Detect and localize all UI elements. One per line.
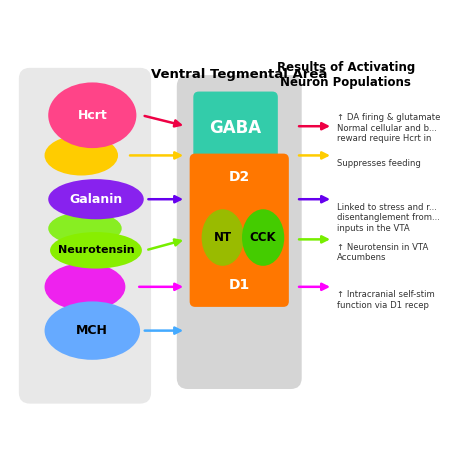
Ellipse shape <box>45 263 125 310</box>
FancyBboxPatch shape <box>177 75 301 389</box>
FancyBboxPatch shape <box>193 91 278 164</box>
Text: Hcrt: Hcrt <box>77 109 107 122</box>
Text: Ventral Tegmental Area: Ventral Tegmental Area <box>151 68 328 81</box>
Ellipse shape <box>45 136 118 175</box>
Text: D2: D2 <box>228 170 250 184</box>
Ellipse shape <box>48 179 144 219</box>
Text: MCH: MCH <box>76 324 108 337</box>
Text: GABA: GABA <box>210 119 262 137</box>
Ellipse shape <box>50 232 142 269</box>
Text: ↑ Intracranial self-stim
function via D1 recep: ↑ Intracranial self-stim function via D1… <box>337 291 435 310</box>
Text: Suppresses feeding: Suppresses feeding <box>337 159 421 168</box>
Ellipse shape <box>201 209 244 266</box>
Text: Galanin: Galanin <box>69 193 123 206</box>
Text: Linked to stress and r...
disentanglement from...
inputs in the VTA: Linked to stress and r... disentanglemen… <box>337 203 440 233</box>
Text: Results of Activating
Neuron Populations: Results of Activating Neuron Populations <box>277 61 415 89</box>
Text: ↑ Neurotensin in VTA
Accumbens: ↑ Neurotensin in VTA Accumbens <box>337 243 428 263</box>
Text: D1: D1 <box>228 278 250 292</box>
Ellipse shape <box>242 209 284 266</box>
Text: CCK: CCK <box>250 231 276 244</box>
Ellipse shape <box>48 212 122 245</box>
Text: ↑ DA firing & glutamate
Normal cellular and b...
reward require Hcrt in: ↑ DA firing & glutamate Normal cellular … <box>337 113 441 143</box>
Text: Neurotensin: Neurotensin <box>58 246 134 255</box>
Ellipse shape <box>45 301 140 360</box>
FancyBboxPatch shape <box>19 68 151 404</box>
FancyBboxPatch shape <box>190 154 289 307</box>
Text: NT: NT <box>214 231 232 244</box>
Ellipse shape <box>48 82 137 148</box>
